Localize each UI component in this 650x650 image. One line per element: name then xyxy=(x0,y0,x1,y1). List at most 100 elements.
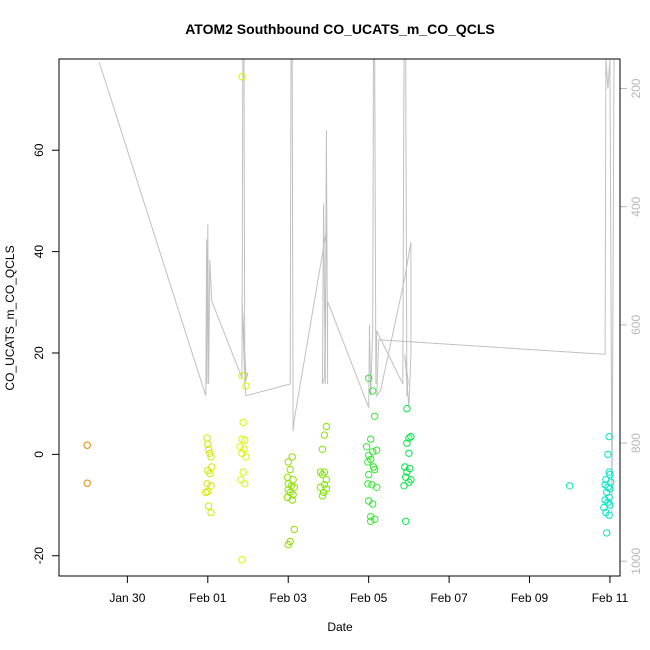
data-point-25 xyxy=(242,453,250,461)
data-point-105 xyxy=(604,498,612,507)
x-tick-label-2: Feb 03 xyxy=(270,591,308,605)
data-point-83 xyxy=(405,449,413,457)
data-point-17 xyxy=(238,372,246,380)
data-point-22 xyxy=(236,443,244,451)
data-point-28 xyxy=(241,480,249,488)
data-point-21 xyxy=(241,436,249,444)
data-point-13 xyxy=(204,487,212,496)
data-point-45 xyxy=(284,540,292,549)
data-point-48 xyxy=(318,445,327,453)
data-point-6 xyxy=(207,453,215,461)
data-point-53 xyxy=(320,481,329,489)
data-point-46 xyxy=(322,422,331,431)
y-tick-label-0: -20 xyxy=(32,547,46,565)
data-point-106 xyxy=(606,501,614,509)
data-point-15 xyxy=(207,508,215,517)
data-point-14 xyxy=(204,502,213,510)
data-point-92 xyxy=(566,482,574,490)
data-point-49 xyxy=(316,468,325,476)
data-point-18 xyxy=(242,382,250,390)
data-point-103 xyxy=(605,493,613,502)
y-tick-label-2: 20 xyxy=(32,346,46,360)
data-point-56 xyxy=(319,488,328,497)
x-tick-label-4: Feb 07 xyxy=(430,591,468,605)
data-point-9 xyxy=(206,469,214,478)
right-tick-label-1: 400 xyxy=(629,196,643,216)
data-point-11 xyxy=(207,482,215,490)
data-point-57 xyxy=(318,492,327,500)
data-point-70 xyxy=(365,470,373,479)
y-axis-label: CO_UCATS_m_CO_QCLS xyxy=(3,245,17,390)
data-point-10 xyxy=(203,480,211,488)
data-point-52 xyxy=(322,476,331,484)
x-tick-label-1: Feb 01 xyxy=(189,591,227,605)
data-point-58 xyxy=(365,374,373,382)
scatter-points-layer xyxy=(83,73,615,564)
data-point-27 xyxy=(237,476,245,484)
data-point-96 xyxy=(606,470,614,479)
data-point-110 xyxy=(603,529,611,537)
data-point-109 xyxy=(605,511,613,519)
data-point-43 xyxy=(290,525,298,534)
data-point-94 xyxy=(604,450,612,459)
data-point-76 xyxy=(367,513,375,521)
x-tick-label-3: Feb 05 xyxy=(350,591,388,605)
data-point-75 xyxy=(369,500,377,508)
data-point-42 xyxy=(288,496,296,504)
chart-title: ATOM2 Southbound CO_UCATS_m_CO_QCLS xyxy=(185,21,495,37)
data-point-50 xyxy=(320,468,329,476)
data-point-91 xyxy=(402,517,410,525)
data-point-65 xyxy=(373,446,381,454)
data-point-3 xyxy=(204,440,212,448)
data-point-82 xyxy=(403,439,411,447)
data-point-86 xyxy=(403,468,411,476)
y-tick-label-4: 60 xyxy=(32,143,46,157)
data-point-77 xyxy=(371,515,379,523)
right-tick-label-3: 800 xyxy=(629,433,643,453)
x-tick-label-5: Feb 09 xyxy=(511,591,549,605)
right-tick-label-4: 1000 xyxy=(629,548,643,575)
y-tick-label-3: 40 xyxy=(32,245,46,259)
data-point-81 xyxy=(405,434,413,442)
data-point-73 xyxy=(373,483,381,491)
plot-frame xyxy=(58,58,621,577)
data-point-60 xyxy=(371,412,379,420)
x-tick-label-0: Jan 30 xyxy=(109,591,145,605)
data-point-26 xyxy=(239,468,247,476)
data-point-19 xyxy=(239,418,247,427)
data-point-67 xyxy=(364,458,372,466)
data-point-62 xyxy=(362,443,371,451)
data-point-61 xyxy=(367,435,375,443)
data-point-71 xyxy=(364,480,372,488)
data-point-47 xyxy=(320,431,329,439)
y-tick-label-1: 0 xyxy=(32,451,46,458)
data-point-80 xyxy=(407,432,415,441)
data-point-31 xyxy=(288,453,296,461)
data-point-78 xyxy=(367,517,375,525)
data-point-88 xyxy=(407,476,415,484)
x-tick-label-6: Feb 11 xyxy=(592,591,629,605)
data-point-16 xyxy=(238,73,246,81)
data-point-69 xyxy=(371,465,379,474)
right-tick-label-0: 200 xyxy=(629,78,643,98)
data-point-100 xyxy=(604,483,612,491)
right-tick-label-2: 600 xyxy=(629,315,643,335)
data-point-29 xyxy=(238,556,246,564)
data-point-84 xyxy=(401,463,409,471)
data-point-89 xyxy=(405,478,413,486)
data-point-23 xyxy=(240,445,248,453)
data-point-30 xyxy=(284,458,292,466)
data-point-5 xyxy=(206,449,214,457)
data-point-93 xyxy=(605,432,613,441)
data-point-32 xyxy=(286,465,294,474)
data-point-90 xyxy=(400,482,408,490)
data-point-79 xyxy=(403,405,411,413)
data-point-59 xyxy=(369,387,377,395)
data-point-37 xyxy=(290,483,298,491)
data-point-107 xyxy=(600,503,608,512)
data-point-4 xyxy=(204,445,213,453)
data-point-1 xyxy=(83,479,91,487)
data-point-0 xyxy=(83,441,91,449)
data-point-51 xyxy=(318,470,327,479)
